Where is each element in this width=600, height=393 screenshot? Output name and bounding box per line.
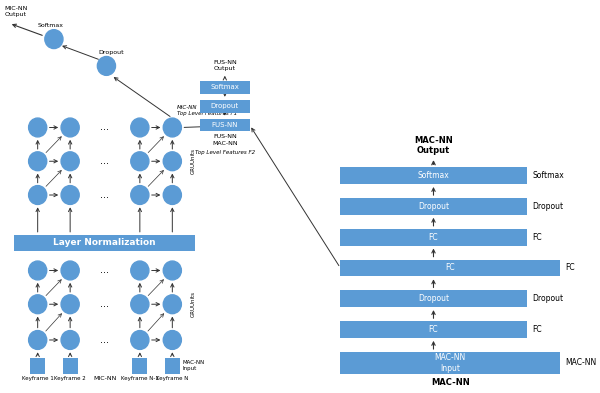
Text: MIC-NN
Output: MIC-NN Output (4, 6, 28, 17)
Circle shape (61, 152, 79, 171)
FancyBboxPatch shape (164, 358, 180, 374)
Circle shape (131, 261, 149, 280)
Circle shape (29, 118, 47, 137)
Circle shape (29, 185, 47, 204)
Circle shape (163, 295, 181, 314)
Text: FC: FC (428, 325, 438, 334)
Text: MAC-NN
Input: MAC-NN Input (183, 360, 205, 371)
Text: FC: FC (428, 233, 438, 242)
Text: ...: ... (100, 123, 109, 132)
Text: Dropout: Dropout (98, 50, 124, 55)
Text: Softmax: Softmax (211, 84, 239, 90)
FancyBboxPatch shape (200, 100, 250, 113)
Text: FC: FC (532, 233, 542, 242)
Circle shape (163, 261, 181, 280)
Text: Softmax: Softmax (38, 23, 64, 28)
FancyBboxPatch shape (340, 229, 527, 246)
FancyBboxPatch shape (200, 119, 250, 132)
Text: FC: FC (532, 325, 542, 334)
Circle shape (29, 331, 47, 349)
Text: FUS-NN: FUS-NN (213, 134, 237, 140)
Circle shape (61, 331, 79, 349)
Circle shape (29, 261, 47, 280)
Text: GRUUnits: GRUUnits (190, 291, 196, 317)
Circle shape (131, 295, 149, 314)
Text: MAC-NN: MAC-NN (431, 378, 470, 387)
Text: GRUUnits: GRUUnits (190, 148, 196, 174)
FancyBboxPatch shape (340, 167, 527, 184)
FancyBboxPatch shape (200, 81, 250, 94)
Text: FUS-NN: FUS-NN (212, 122, 238, 128)
Text: FC: FC (445, 263, 455, 272)
FancyBboxPatch shape (340, 198, 527, 215)
Circle shape (61, 261, 79, 280)
FancyBboxPatch shape (340, 321, 527, 338)
Text: Softmax: Softmax (532, 171, 564, 180)
FancyBboxPatch shape (14, 235, 195, 251)
Text: Softmax: Softmax (418, 171, 449, 180)
Text: ...: ... (100, 335, 109, 345)
Text: ...: ... (100, 190, 109, 200)
FancyBboxPatch shape (340, 290, 527, 307)
Text: ...: ... (100, 266, 109, 275)
Text: Keyframe N: Keyframe N (156, 376, 188, 381)
Circle shape (29, 295, 47, 314)
Text: Dropout: Dropout (532, 202, 563, 211)
Circle shape (131, 118, 149, 137)
Circle shape (131, 152, 149, 171)
Text: Keyframe 1: Keyframe 1 (22, 376, 53, 381)
Text: Dropout: Dropout (211, 103, 239, 109)
Text: MAC-NN
Output: MAC-NN Output (414, 136, 453, 155)
FancyBboxPatch shape (340, 352, 560, 374)
Text: FUS-NN
Output: FUS-NN Output (213, 60, 237, 71)
FancyBboxPatch shape (30, 358, 46, 374)
Circle shape (97, 57, 116, 75)
Text: Dropout: Dropout (532, 294, 563, 303)
Text: Dropout: Dropout (418, 294, 449, 303)
Circle shape (61, 295, 79, 314)
Circle shape (163, 331, 181, 349)
FancyBboxPatch shape (340, 259, 560, 276)
Circle shape (61, 118, 79, 137)
Circle shape (61, 185, 79, 204)
Text: FC: FC (566, 263, 575, 272)
Text: Keyframe N-1: Keyframe N-1 (121, 376, 159, 381)
Text: MIC-NN
Top Level Features F1: MIC-NN Top Level Features F1 (177, 105, 237, 116)
Circle shape (131, 331, 149, 349)
Circle shape (29, 152, 47, 171)
Text: MIC-NN: MIC-NN (94, 376, 116, 381)
Circle shape (163, 152, 181, 171)
Text: MAC-NN
Input: MAC-NN Input (434, 353, 466, 373)
Text: MAC-NN: MAC-NN (566, 358, 597, 367)
Text: Dropout: Dropout (418, 202, 449, 211)
Circle shape (45, 30, 63, 49)
Text: MAC-NN: MAC-NN (212, 141, 238, 146)
Text: ...: ... (100, 156, 109, 166)
Text: Top Level Features F2: Top Level Features F2 (195, 151, 255, 155)
Text: Layer Normalization: Layer Normalization (53, 238, 156, 247)
Circle shape (163, 118, 181, 137)
Circle shape (163, 185, 181, 204)
Text: Keyframe 2: Keyframe 2 (54, 376, 86, 381)
Circle shape (131, 185, 149, 204)
Text: ...: ... (100, 299, 109, 309)
FancyBboxPatch shape (132, 358, 148, 374)
FancyBboxPatch shape (62, 358, 78, 374)
